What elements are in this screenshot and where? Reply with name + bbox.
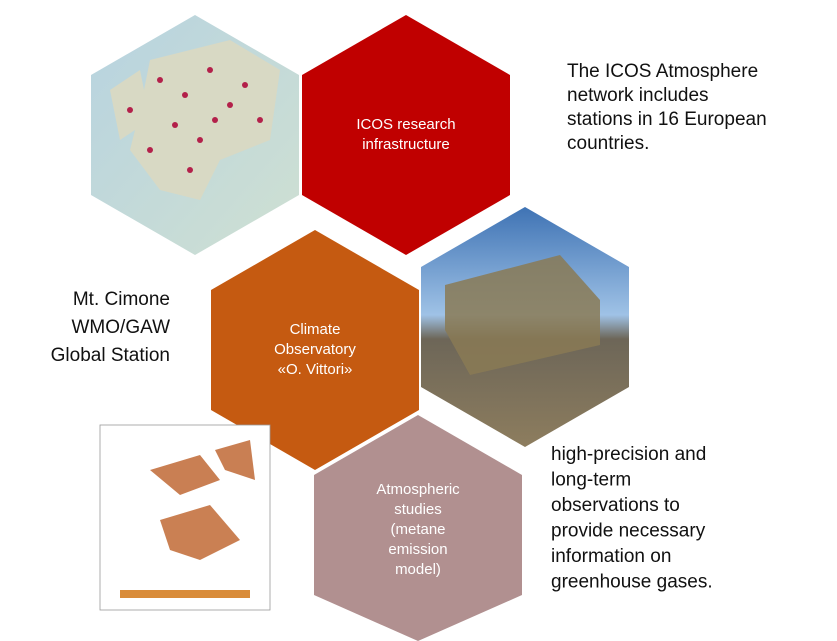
page: ICOS research infrastructure Climate Observ… [0,0,837,641]
note-text: greenhouse gases. [551,572,713,593]
note-text: Global Station [51,345,170,366]
hexagon-label: Atmospheric [376,481,460,498]
hexagon-label: emission [388,541,447,558]
note-text: information on [551,546,671,567]
note-text: high-precision and [551,444,706,465]
hexagon-label: «O. Vittori» [278,361,353,378]
note-text: observations to [551,495,680,516]
hexagon-label: model) [395,561,441,578]
note-text: network includes [567,85,709,106]
hexagon-label: (metane [390,521,445,538]
hexagon-label: Observatory [274,341,356,358]
hexagon-label: ICOS research [356,116,455,133]
hexagon-label: studies [394,501,442,518]
diagram: ICOS research infrastructure Climate Observ… [0,0,837,641]
note-text: Mt. Cimone [73,289,170,310]
note-text: stations in 16 European [567,109,767,130]
methane-colorbar [120,590,250,598]
note-text: long-term [551,470,631,491]
hexagon-label: Climate [290,321,341,338]
note-text: The ICOS Atmosphere [567,61,758,82]
note-text: WMO/GAW [72,317,171,338]
note-text: provide necessary [551,521,706,542]
note-text: countries. [567,133,649,154]
hexagon-label: infrastructure [362,136,450,153]
